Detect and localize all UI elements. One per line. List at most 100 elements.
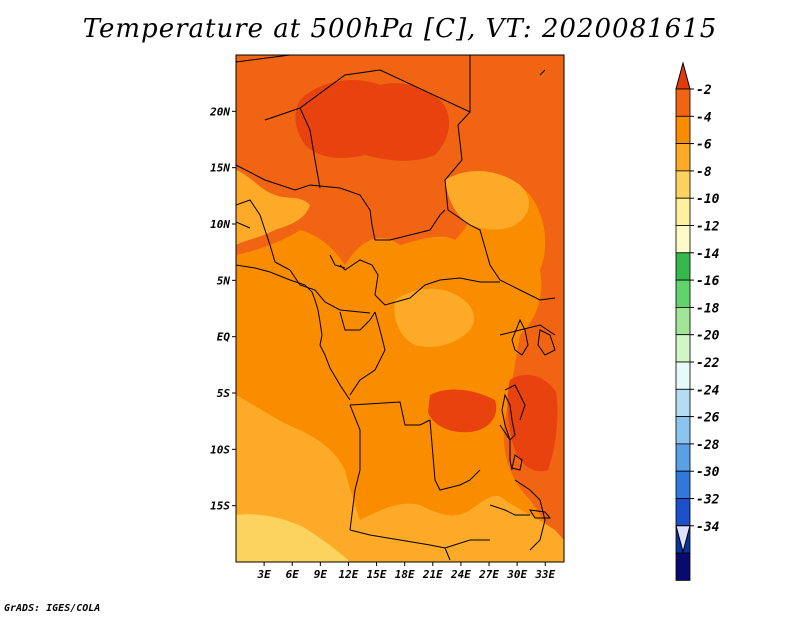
coastline: [236, 264, 351, 401]
colorbar-label: -32: [696, 493, 720, 508]
colorbar-label: -26: [696, 411, 720, 426]
lake-outline: [511, 454, 523, 471]
lon-tick-label: 18E: [395, 568, 415, 581]
colorbar-label: -10: [696, 192, 720, 207]
colorbar-label: -14: [696, 247, 720, 262]
lon-tick-label: 3E: [256, 568, 271, 581]
lon-tick-label: 12E: [339, 568, 359, 581]
colorbar-label: -34: [696, 520, 720, 535]
lat-tick-label: 20N: [209, 105, 230, 118]
contour-region-minus6-minus8-north: [236, 170, 310, 245]
warm-core-centre: [428, 389, 497, 433]
border-line: [274, 261, 371, 314]
border-line: [329, 254, 346, 269]
lat-tick-label: 15N: [210, 162, 230, 175]
colorbar-swatch: [675, 416, 691, 445]
border-line: [429, 419, 481, 491]
lake-outline: [529, 509, 552, 519]
lat-tick-label: EQ: [217, 331, 231, 344]
colorbar-swatch: [675, 498, 691, 527]
colorbar-label: -2: [696, 83, 712, 98]
colorbar-label: -22: [696, 356, 720, 371]
map-frame: [235, 54, 565, 563]
contour-region-minus6-minus8: [236, 395, 564, 562]
border-line: [499, 424, 513, 471]
lon-tick-label: 24E: [450, 568, 471, 581]
colorbar-swatch: [675, 170, 691, 199]
temperature-field: [236, 55, 564, 562]
colorbar-swatch: [675, 361, 691, 390]
border-line: [489, 504, 530, 516]
colorbar-swatch: [675, 388, 691, 417]
colorbar-top-arrow: [675, 61, 691, 90]
lon-tick-label: 21E: [422, 568, 443, 581]
border-line: [236, 55, 291, 63]
country-borders: [236, 55, 556, 561]
colorbar-bottom-arrow: [675, 525, 691, 554]
border-line: [349, 311, 386, 396]
colorbar-label: -28: [696, 438, 720, 453]
lake-outline: [501, 393, 516, 441]
lon-tick-label: 9E: [314, 568, 328, 581]
colorbar-swatch: [675, 306, 691, 336]
colorbar-label: -8: [696, 165, 712, 180]
lat-tick-label: 10N: [210, 218, 230, 231]
colorbar-swatch: [675, 115, 691, 145]
lon-tick-label: 15E: [367, 568, 387, 581]
colorbar-swatch: [675, 334, 691, 363]
colorbar-swatch: [675, 443, 691, 472]
colorbar-swatch: [675, 88, 691, 117]
colorbar-swatch: [675, 552, 691, 581]
map-title: Temperature at 500hPa [C], VT: 202008161…: [82, 14, 718, 44]
colorbar-label: -12: [696, 220, 720, 235]
border-line: [375, 209, 446, 241]
lat-tick-label: 10S: [210, 443, 230, 456]
border-line: [444, 539, 490, 561]
colorbar-label: -18: [696, 301, 720, 316]
border-line: [499, 324, 556, 336]
colorbar: -2 -4 -6 -8 -10 -12 -14 -16 -18 -20 -22 -24 -26 -28 -3…: [675, 61, 720, 581]
border-line: [299, 107, 321, 189]
lakes: [501, 318, 556, 519]
border-line: [349, 529, 446, 549]
lon-tick-label: 30E: [506, 568, 527, 581]
longitude-axis: 3E 6E 9E 12E 15E 18E 21E 24E 27E 30E 33E: [256, 562, 556, 581]
lon-tick-label: 33E: [534, 568, 555, 581]
border-line: [339, 259, 500, 306]
lat-tick-label: 5S: [217, 387, 231, 400]
border-line: [349, 404, 361, 531]
border-line: [236, 199, 276, 263]
lon-tick-label: 6E: [286, 568, 300, 581]
colorbar-swatch: [675, 197, 691, 226]
grads-credit: GrADS: IGES/COLA: [4, 603, 101, 614]
colorbar-swatch: [675, 470, 691, 499]
colorbar-swatch: [675, 225, 691, 254]
lake-outline: [537, 329, 556, 356]
colorbar-swatch: [675, 252, 691, 281]
contour-region-minus6-minus8-centre: [394, 288, 474, 347]
lon-tick-label: 27E: [478, 568, 499, 581]
contour-region-minus8-minus10-south: [265, 542, 325, 562]
colorbar-label: -6: [696, 138, 712, 153]
warm-core-north: [295, 80, 450, 161]
border-line: [339, 311, 376, 331]
contour-region-minus8-minus10: [236, 514, 350, 562]
colorbar-label: -16: [696, 274, 720, 289]
border-line: [539, 69, 546, 76]
lat-tick-label: 5N: [217, 274, 231, 287]
border-line: [349, 401, 431, 426]
border-line: [444, 111, 556, 301]
colorbar-swatch: [675, 143, 691, 172]
border-line: [236, 221, 251, 229]
colorbar-label: -30: [696, 465, 720, 480]
warm-core-east: [507, 374, 558, 472]
colorbar-label: -24: [696, 383, 720, 398]
colorbar-label: -20: [696, 329, 720, 344]
border-line: [504, 384, 526, 421]
colorbar-swatch: [675, 279, 691, 308]
latitude-axis: 20N 15N 10N 5N EQ 5S 10S 15S: [209, 105, 236, 513]
border-line: [264, 55, 471, 121]
lake-outline: [511, 318, 529, 356]
colorbar-label: -4: [696, 110, 712, 125]
